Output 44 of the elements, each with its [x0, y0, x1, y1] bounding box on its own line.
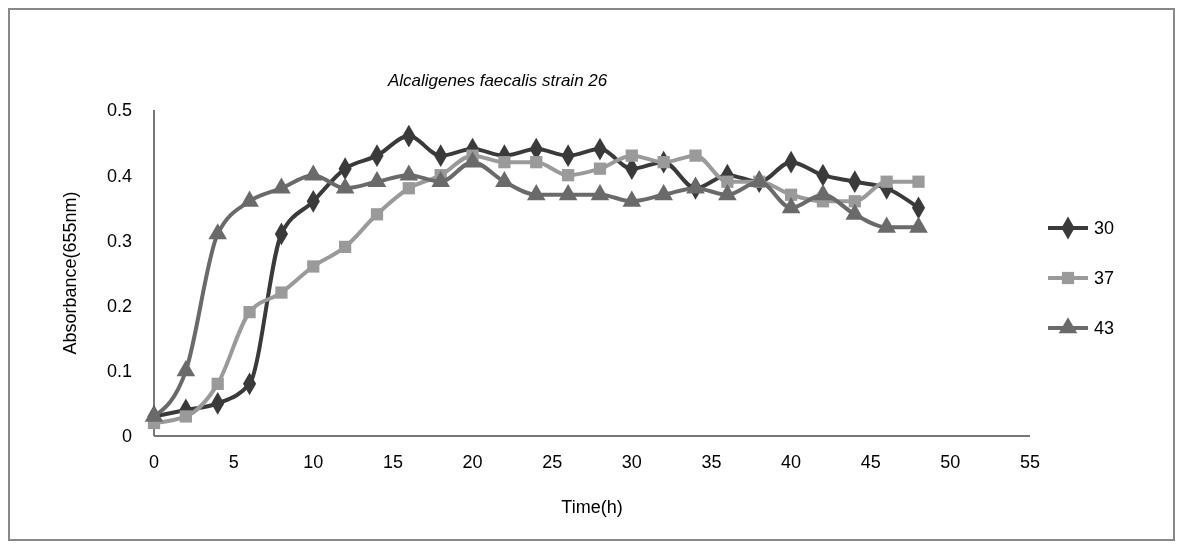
- y-tick-label: 0.2: [106, 295, 132, 316]
- point: [912, 175, 925, 188]
- legend-label: 30: [1094, 218, 1115, 239]
- legend-label: 43: [1094, 318, 1115, 339]
- point: [243, 306, 256, 319]
- x-tick-label: 45: [860, 452, 881, 472]
- point: [211, 377, 224, 390]
- point: [307, 260, 320, 273]
- x-tick-label: 10: [303, 452, 324, 472]
- y-tick-label: 0.4: [106, 165, 132, 186]
- point: [370, 208, 384, 221]
- point: [784, 188, 798, 201]
- y-tick-label: 0.1: [106, 361, 132, 382]
- point: [721, 175, 734, 188]
- point: [561, 169, 575, 182]
- legend-label: 37: [1094, 268, 1115, 289]
- y-axis-title: Absorbance(655nm): [60, 191, 80, 355]
- point: [179, 410, 192, 423]
- x-tick-label: 55: [1019, 452, 1041, 472]
- x-tick-label: 25: [542, 452, 563, 472]
- y-tick-label: 0.3: [106, 230, 132, 251]
- x-tick-label: 35: [701, 452, 722, 472]
- x-axis-title: Time(h): [561, 497, 623, 517]
- x-tick-label: 5: [228, 452, 239, 472]
- point: [657, 156, 670, 169]
- y-tick-label: 0.5: [106, 100, 132, 121]
- x-tick-label: 50: [940, 452, 961, 472]
- point: [530, 156, 543, 169]
- point: [625, 149, 638, 162]
- chart-title: Alcaligenes faecalis strain 26: [387, 71, 608, 90]
- point: [275, 286, 288, 299]
- point: [593, 162, 607, 175]
- x-tick-label: 40: [781, 452, 802, 472]
- point: [689, 149, 702, 162]
- point: [498, 156, 511, 169]
- point: [339, 240, 352, 254]
- point: [880, 175, 893, 188]
- x-tick-label: 20: [462, 452, 483, 472]
- x-tick-label: 0: [148, 452, 160, 472]
- point: [848, 195, 861, 208]
- point: [402, 182, 415, 195]
- y-tick-label: 0: [121, 426, 132, 447]
- x-tick-label: 15: [382, 452, 403, 472]
- x-tick-label: 30: [621, 452, 642, 472]
